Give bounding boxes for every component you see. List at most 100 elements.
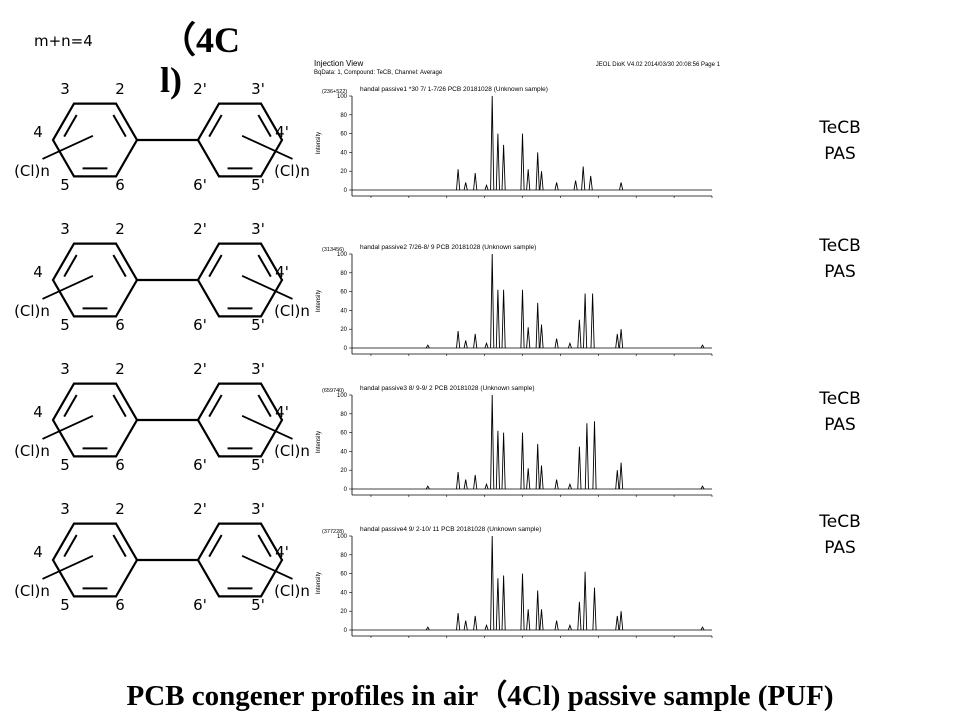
double-bond-line <box>63 394 78 418</box>
chromatogram-peak <box>619 329 624 349</box>
side-label-sampler: PAS <box>824 262 856 282</box>
position-number-label: 3 <box>60 500 70 518</box>
y-tick-label: 40 <box>340 308 347 314</box>
position-number-label: 6' <box>193 456 207 474</box>
chromatogram-peak <box>495 133 500 191</box>
double-bond-line <box>63 534 78 558</box>
chromatogram-peak <box>484 482 489 490</box>
chromatogram-peak <box>535 152 540 191</box>
chromatogram-peak <box>581 166 586 191</box>
chromatogram-peak <box>567 623 572 631</box>
y-tick-label: 60 <box>340 572 347 578</box>
chromatogram-peak <box>588 175 593 191</box>
chromatogram-peak <box>700 344 705 349</box>
chromatogram-peak <box>463 340 468 349</box>
chromatogram-peak <box>456 331 461 349</box>
chromatogram-peak <box>583 571 588 631</box>
position-number-label: 2 <box>115 500 125 518</box>
chromatogram-peak <box>484 623 489 631</box>
side-label-compound: TeCB <box>819 236 861 256</box>
chromatogram-peak <box>567 341 572 349</box>
y-axis-label: Intensity <box>316 572 322 594</box>
chromatogram-peak <box>535 443 540 490</box>
y-tick-label: 20 <box>340 169 347 175</box>
side-label-1: TeCB PAS <box>800 115 880 167</box>
double-bond-line <box>112 114 127 138</box>
chromatogram-peak <box>592 421 597 490</box>
chlorine-substituent-label: (Cl)n <box>14 302 50 320</box>
chromatogram-peak <box>700 485 705 490</box>
right-phenyl-ring <box>196 522 284 598</box>
chromatogram-peak <box>615 470 620 490</box>
position-number-label: 3' <box>251 360 265 378</box>
y-tick-label: 100 <box>337 94 348 100</box>
chromatogram-peak <box>619 182 624 191</box>
figure-caption: PCB congener profiles in air（4Cl) passiv… <box>126 680 834 712</box>
y-tick-label: 20 <box>340 468 347 474</box>
chromatogram-peak <box>463 182 468 191</box>
chromatogram-peak <box>554 182 559 191</box>
chromatogram-peak <box>577 319 582 349</box>
cl-substituent-bond-left <box>42 134 94 160</box>
double-bond-line <box>257 394 272 418</box>
chromatogram-peak <box>501 575 506 631</box>
chromatogram-peak <box>473 474 478 490</box>
y-tick-label: 0 <box>344 188 348 194</box>
double-bond-line <box>257 534 272 558</box>
double-bond-line <box>112 534 127 558</box>
chromatogram-peak <box>526 609 531 631</box>
position-number-label: 2' <box>193 220 207 238</box>
chromatogram-peak <box>490 394 495 490</box>
normalization-value: (236+522) <box>322 89 347 95</box>
chromatogram-peak <box>554 338 559 349</box>
chromatogram-peak <box>490 253 495 349</box>
chromatogram-peak <box>619 611 624 631</box>
chromatogram-peak <box>473 615 478 631</box>
chromatogram-peak <box>501 144 506 191</box>
chromatogram-peak <box>539 609 544 631</box>
y-axis-label: Intensity <box>316 431 322 453</box>
chromatogram-peak <box>554 620 559 631</box>
left-phenyl-ring <box>51 382 139 458</box>
chromatogram-peak <box>567 482 572 490</box>
position-number-label: 6 <box>115 316 125 334</box>
chromatogram-peak <box>490 95 495 191</box>
position-number-label: 4' <box>275 263 289 281</box>
pcb-structure-3: 3 2 4 5 6 2' 3' 4' 6' 5' (Cl)n (Cl)n <box>10 360 320 510</box>
chromatogram-peak <box>583 293 588 349</box>
right-phenyl-ring <box>196 102 284 178</box>
chlorine-substituent-label: (Cl)n <box>14 582 50 600</box>
side-label-compound: TeCB <box>819 118 861 138</box>
chromatogram-peak <box>520 133 525 191</box>
position-number-label: 2 <box>115 360 125 378</box>
y-axis-label: Intensity <box>316 290 322 312</box>
chromatogram-peak <box>526 169 531 191</box>
position-number-label: 5' <box>251 316 265 334</box>
position-number-label: 6' <box>193 596 207 614</box>
double-bond-line <box>63 114 78 138</box>
chromatogram-peak <box>484 341 489 349</box>
side-label-3: TeCB PAS <box>800 386 880 438</box>
position-number-label: 5 <box>60 176 70 194</box>
side-label-compound: TeCB <box>819 389 861 409</box>
left-phenyl-ring <box>51 102 139 178</box>
sample-name-label: handal passive3 8/ 9-9/ 2 PCB 20181028 (… <box>360 385 535 392</box>
chromatogram-peak <box>584 423 589 490</box>
chromatogram-peak <box>456 613 461 631</box>
side-label-4: TeCB PAS <box>800 509 880 561</box>
chromatogram-data-info: BqData: 1, Compound: TeCB, Channel: Aver… <box>314 70 443 76</box>
position-number-label: 6 <box>115 456 125 474</box>
right-phenyl-ring <box>196 382 284 458</box>
y-tick-label: 0 <box>344 346 348 352</box>
chromatogram-peak <box>526 327 531 349</box>
y-tick-label: 80 <box>340 113 347 119</box>
chromatogram-peak <box>463 479 468 490</box>
y-tick-label: 20 <box>340 609 347 615</box>
chromatogram-peak <box>484 183 489 191</box>
chromatogram-peak <box>577 446 582 490</box>
position-number-label: 2' <box>193 500 207 518</box>
double-bond-line <box>208 114 223 138</box>
position-number-label: 5 <box>60 316 70 334</box>
y-tick-label: 80 <box>340 553 347 559</box>
chlorine-substituent-label: (Cl)n <box>14 162 50 180</box>
